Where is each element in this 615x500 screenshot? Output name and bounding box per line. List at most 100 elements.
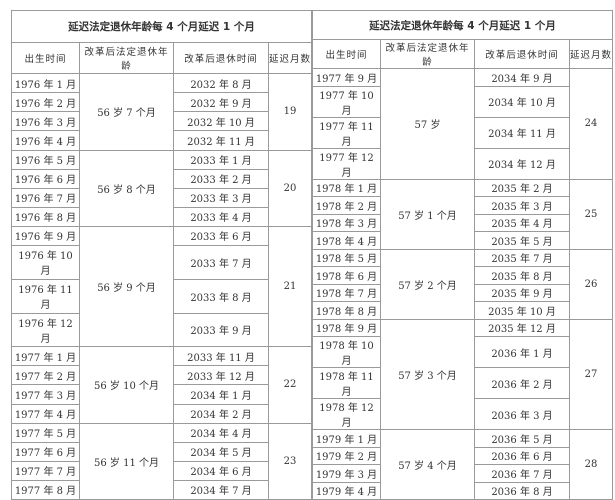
- retirement-date: 2034 年 7 月: [173, 479, 269, 500]
- retirement-date: 2034 年 2 月: [173, 403, 269, 424]
- column-header: 出生时间: [312, 39, 381, 69]
- delay-months: 26: [569, 248, 613, 320]
- retirement-age: 57 岁: [380, 68, 475, 180]
- table-row: 1976 年 9 月 56 岁 9 个月 2033 年 6 月 21: [11, 225, 312, 348]
- retirement-date: 2034 年 12 月: [474, 147, 570, 180]
- birth-date: 1976 年 6 月: [11, 168, 80, 189]
- birth-date: 1978 年 1 月: [312, 178, 381, 197]
- table-row: 1978 年 7 月 2035 年 9 月: [312, 283, 613, 302]
- retirement-age: 57 岁 3 个月: [380, 318, 475, 430]
- retirement-date: 2032 年 8 月: [173, 73, 269, 94]
- birth-date: 1978 年 3 月: [312, 213, 381, 232]
- retirement-date: 2036 年 8 月: [474, 481, 570, 500]
- retirement-age: 56 岁 10 个月: [79, 346, 174, 424]
- birth-date: 1978 年 4 月: [312, 231, 381, 250]
- column-header: 改革后法定退休年龄: [380, 39, 475, 69]
- birth-date: 1977 年 5 月: [11, 422, 80, 443]
- birth-date: 1979 年 3 月: [312, 464, 381, 483]
- birth-date: 1976 年 7 月: [11, 187, 80, 208]
- birth-date: 1977 年 8 月: [11, 479, 80, 500]
- retirement-date: 2033 年 9 月: [173, 312, 269, 348]
- column-header: 改革后退休时间: [173, 41, 269, 75]
- retirement-date: 2033 年 8 月: [173, 278, 269, 314]
- birth-date: 1976 年 4 月: [11, 130, 80, 151]
- birth-date: 1976 年 10 月: [11, 244, 80, 280]
- birth-date: 1979 年 2 月: [312, 446, 381, 465]
- column-header: 出生时间: [11, 41, 80, 75]
- table-row: 1976 年 1 月 56 岁 7 个月 2032 年 8 月 19: [11, 73, 312, 151]
- retirement-age: 56 岁 8 个月: [79, 149, 174, 227]
- birth-date: 1978 年 8 月: [312, 301, 381, 320]
- retirement-table-2: 延迟法定退休年龄每 4 个月延迟 1 个月 出生时间 改革后法定退休年龄 改革后退休时…: [312, 10, 613, 500]
- table-row: 1977 年 10 月 2034 年 10 月: [312, 85, 613, 118]
- retirement-date: 2036 年 1 月: [474, 336, 570, 368]
- table-row: 1978 年 1 月 57 岁 1 个月 2035 年 2 月 25: [312, 178, 613, 250]
- retirement-date: 2033 年 2 月: [173, 168, 269, 189]
- retirement-date: 2033 年 12 月: [173, 365, 269, 386]
- birth-date: 1978 年 5 月: [312, 248, 381, 267]
- table-row: 1976 年 3 月 2032 年 10 月: [11, 111, 312, 132]
- table-row: 1977 年 12 月 2034 年 12 月: [312, 147, 613, 180]
- birth-date: 1976 年 11 月: [11, 278, 80, 314]
- table-row: 1978 年 9 月 57 岁 3 个月 2035 年 12 月 27: [312, 318, 613, 430]
- retirement-date: 2035 年 9 月: [474, 283, 570, 302]
- column-header: 延迟月数: [569, 39, 613, 69]
- birth-date: 1977 年 1 月: [11, 346, 80, 367]
- birth-date: 1976 年 8 月: [11, 206, 80, 227]
- birth-date: 1979 年 4 月: [312, 481, 381, 500]
- retirement-date: 2033 年 1 月: [173, 149, 269, 170]
- table-row: 1977 年 3 月 2034 年 1 月: [11, 384, 312, 405]
- birth-date: 1977 年 10 月: [312, 85, 381, 118]
- retirement-date: 2036 年 7 月: [474, 464, 570, 483]
- table-row: 1977 年 4 月 2034 年 2 月: [11, 403, 312, 424]
- table-row: 1977 年 2 月 2033 年 12 月: [11, 365, 312, 386]
- retirement-date: 2035 年 5 月: [474, 231, 570, 250]
- delay-months: 19: [268, 73, 312, 151]
- retirement-date: 2032 年 9 月: [173, 92, 269, 113]
- birth-date: 1977 年 4 月: [11, 403, 80, 424]
- table-row: 1978 年 12 月 2036 年 3 月: [312, 398, 613, 430]
- birth-date: 1978 年 2 月: [312, 196, 381, 215]
- table-row: 1979 年 1 月 57 岁 4 个月 2036 年 5 月 28: [312, 429, 613, 500]
- birth-date: 1977 年 9 月: [312, 68, 381, 87]
- birth-date: 1978 年 7 月: [312, 283, 381, 302]
- delay-months: 20: [268, 149, 312, 227]
- table-title: 延迟法定退休年龄每 4 个月延迟 1 个月: [312, 10, 613, 40]
- table-row: 1977 年 1 月 56 岁 10 个月 2033 年 11 月 22: [11, 346, 312, 424]
- retirement-date: 2033 年 3 月: [173, 187, 269, 208]
- table-row: 1978 年 10 月 2036 年 1 月: [312, 336, 613, 368]
- delay-months: 28: [569, 429, 613, 500]
- birth-date: 1976 年 5 月: [11, 149, 80, 170]
- retirement-date: 2036 年 5 月: [474, 429, 570, 448]
- retirement-date: 2032 年 10 月: [173, 111, 269, 132]
- retirement-age: 56 岁 11 个月: [79, 422, 174, 500]
- retirement-age: 56 岁 9 个月: [79, 225, 174, 348]
- retirement-age: 57 岁 4 个月: [380, 429, 475, 500]
- birth-date: 1977 年 7 月: [11, 460, 80, 481]
- birth-date: 1976 年 9 月: [11, 225, 80, 246]
- retirement-date: 2033 年 11 月: [173, 346, 269, 367]
- retirement-date: 2036 年 6 月: [474, 446, 570, 465]
- delay-months: 23: [268, 422, 312, 500]
- retirement-date: 2035 年 12 月: [474, 318, 570, 337]
- table-row: 1976 年 7 月 2033 年 3 月: [11, 187, 312, 208]
- retirement-date: 2033 年 4 月: [173, 206, 269, 227]
- table-row: 1978 年 4 月 2035 年 5 月: [312, 231, 613, 250]
- birth-date: 1977 年 2 月: [11, 365, 80, 386]
- retirement-date: 2033 年 7 月: [173, 244, 269, 280]
- retirement-date: 2036 年 2 月: [474, 367, 570, 399]
- retirement-date: 2032 年 11 月: [173, 130, 269, 151]
- delay-months: 27: [569, 318, 613, 430]
- table-row: 1978 年 6 月 2035 年 8 月: [312, 266, 613, 285]
- retirement-age: 57 岁 1 个月: [380, 178, 475, 250]
- retirement-date: 2035 年 4 月: [474, 213, 570, 232]
- table-row: 1976 年 8 月 2033 年 4 月: [11, 206, 312, 227]
- retirement-date: 2035 年 7 月: [474, 248, 570, 267]
- table-row: 1976 年 6 月 2033 年 2 月: [11, 168, 312, 189]
- table-row: 1976 年 2 月 2032 年 9 月: [11, 92, 312, 113]
- retirement-date: 2033 年 6 月: [173, 225, 269, 246]
- birth-date: 1976 年 2 月: [11, 92, 80, 113]
- birth-date: 1977 年 3 月: [11, 384, 80, 405]
- retirement-date: 2034 年 1 月: [173, 384, 269, 405]
- column-header: 改革后退休时间: [474, 39, 570, 69]
